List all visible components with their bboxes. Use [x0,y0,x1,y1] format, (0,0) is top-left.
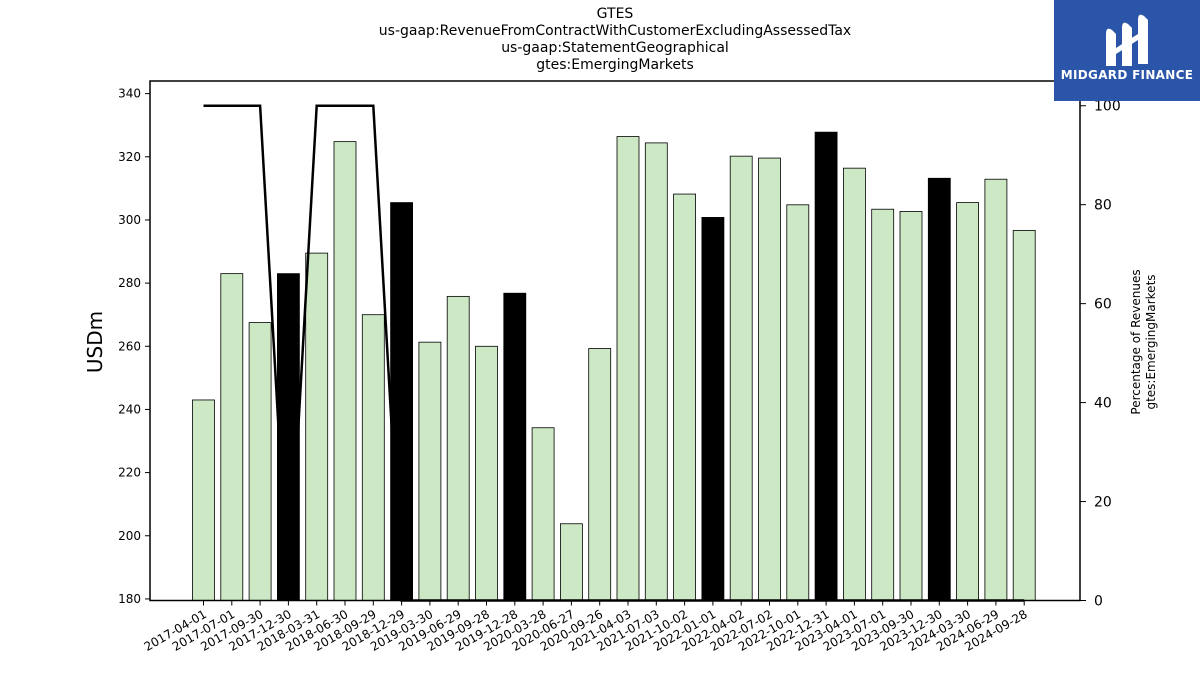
bar [984,178,1008,601]
y-right-tick-label: 100 [1094,99,1121,115]
y-tick-label: 200 [118,529,141,543]
y-tick-label: 240 [118,402,141,416]
y-axis-label: USDm [83,311,107,373]
bar [248,322,272,601]
bar [446,295,470,601]
midgard-m-logo-icon [1106,14,1148,67]
right-axis-label-line1: Percentage of Revenues [1129,269,1143,414]
bar [956,202,979,601]
bar [786,204,810,601]
y-right-tick-label: 80 [1094,198,1112,214]
y-tick-label: 340 [118,87,141,101]
y-right-tick-label: 60 [1094,297,1112,313]
x-axis: 2017-04-012017-07-012017-09-302017-12-30… [142,600,1030,654]
left-axis: 180 200 220 240 260 280 300 320 340 [118,87,150,606]
bar [418,341,442,601]
y-tick-label: 180 [118,592,141,606]
y-tick-label: 260 [118,339,141,353]
bar [192,399,215,601]
bar [814,131,838,601]
y-tick-label: 300 [118,213,141,227]
bar [588,348,612,601]
bar [1012,229,1036,601]
y-tick-label: 220 [118,466,141,480]
chart-title-line: us-gaap:RevenueFromContractWithCustomerE… [378,23,852,39]
bar [220,273,244,601]
chart-title: GTES us-gaap:RevenueFromContractWithCust… [140,6,1090,74]
chart-title-line: GTES [596,6,634,22]
logo-text: MIDGARD FINANCE [1060,68,1194,82]
bar [927,177,951,601]
bar [899,211,923,601]
bar [503,292,527,601]
bar [644,142,668,601]
right-axis-label-line2: gtes:EmergingMarkets [1144,274,1158,409]
bar [305,252,329,601]
bar [531,427,555,601]
chart-title-line: us-gaap:StatementGeographical [501,40,729,56]
bar [843,167,866,601]
y-tick-label: 280 [118,276,141,290]
chart-title-line: gtes:EmergingMarkets [536,57,694,73]
bar [390,202,414,601]
y-right-tick-label: 20 [1094,495,1112,511]
bars-layer [192,131,1036,601]
bar [729,155,753,601]
bar [871,208,895,601]
bar [333,141,357,601]
bar [758,157,781,601]
y-right-tick-label: 40 [1094,396,1112,412]
bar [673,193,696,601]
bar [276,273,300,601]
bar [701,217,725,601]
y-right-tick-label: 0 [1094,594,1103,610]
right-axis: 0 20 40 60 80 100 [1080,99,1121,610]
bar [475,345,498,601]
plot-frame [149,80,1081,602]
bar [361,314,385,601]
bar [616,136,640,601]
midgard-finance-logo: MIDGARD FINANCE [1054,0,1200,101]
bar [560,523,583,601]
y-tick-label: 320 [118,150,141,164]
